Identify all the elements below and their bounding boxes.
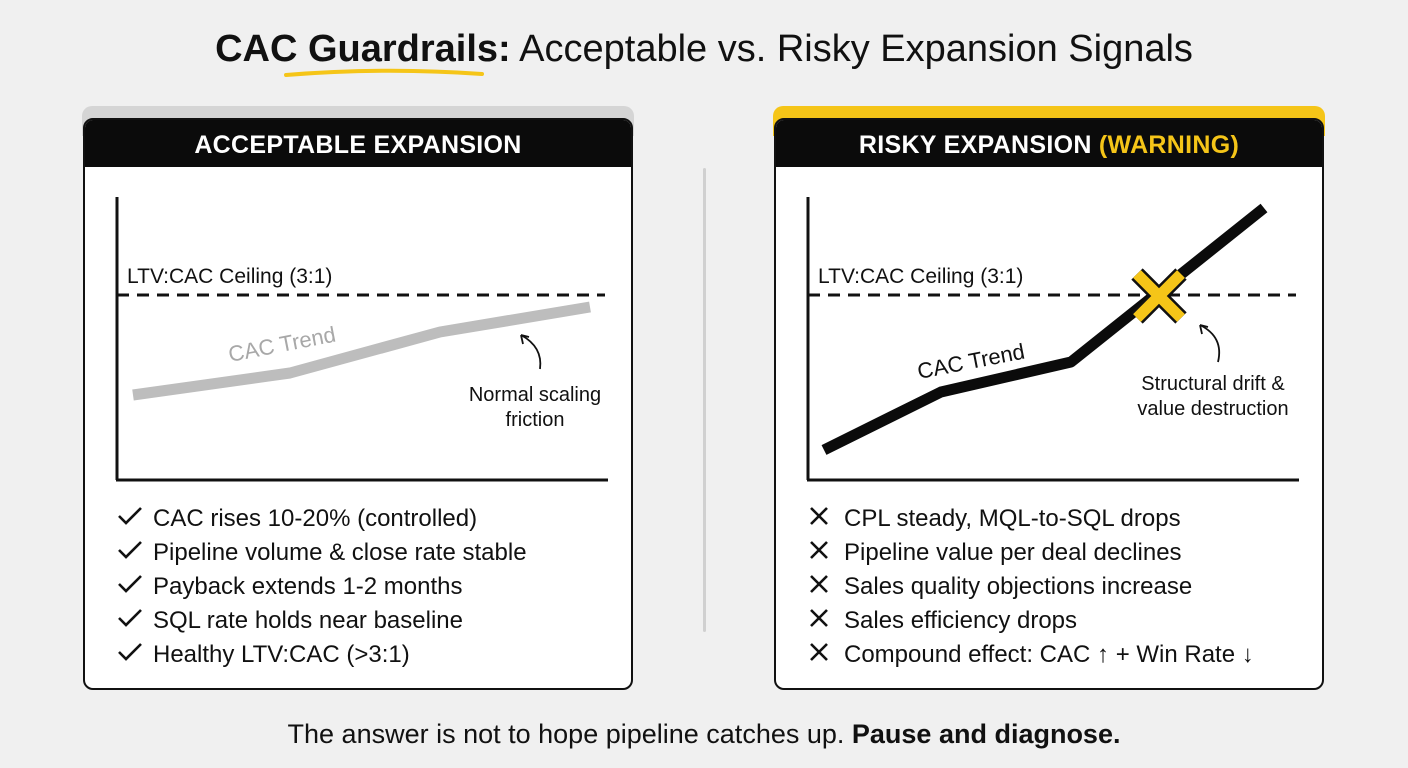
check-icon [117,638,153,672]
check-icon [117,536,153,570]
list-item: Sales quality objections increase [808,570,1254,604]
footer-emphasis: Pause and diagnose. [851,719,1121,749]
list-item-text: CPL steady, MQL-to-SQL drops [844,505,1181,532]
list-item-text: Sales quality objections increase [844,573,1193,600]
risky-expansion-panel: RISKY EXPANSION (WARNING) LTV:CAC Ceilin… [774,118,1324,690]
list-item: Compound effect: CAC ↑ + Win Rate ↓ [808,638,1254,672]
list-item-text: Pipeline volume & close rate stable [153,539,527,566]
footer-message: The answer is not to hope pipeline catch… [0,716,1408,752]
list-item-text: CAC rises 10-20% (controlled) [153,505,478,532]
list-item-text: Pipeline value per deal declines [844,539,1182,566]
list-item: Sales efficiency drops [808,604,1254,638]
page-title: CAC Guardrails: Acceptable vs. Risky Exp… [0,24,1408,74]
footer-text: The answer is not to hope pipeline catch… [287,719,852,749]
risky-chart: LTV:CAC Ceiling (3:1) CAC Trend Structur… [806,197,1299,482]
check-icon [117,570,153,604]
annotation-arrow [520,334,542,370]
list-item: Healthy LTV:CAC (>3:1) [117,638,527,672]
title-underline-swoosh [284,68,484,77]
check-icon [117,604,153,638]
ceiling-label: LTV:CAC Ceiling (3:1) [818,265,1023,288]
x-icon [808,604,844,638]
list-item-text: Payback extends 1-2 months [153,573,463,600]
cac-trend-line [132,301,591,401]
annotation-line-1: Normal scaling [469,384,601,406]
annotation-line-2: friction [506,409,565,431]
center-divider [703,168,706,632]
check-icon [117,502,153,536]
risky-signals-list: CPL steady, MQL-to-SQL drops Pipeline va… [808,502,1254,672]
title-rest: Acceptable vs. Risky Expansion Signals [510,28,1193,70]
list-item-text: SQL rate holds near baseline [153,607,463,634]
list-item: CAC rises 10-20% (controlled) [117,502,527,536]
annotation-line-2: value destruction [1137,398,1288,420]
risky-header-warning: (WARNING) [1098,131,1240,159]
list-item: CPL steady, MQL-to-SQL drops [808,502,1254,536]
list-item-text: Compound effect: CAC ↑ + Win Rate ↓ [844,641,1254,668]
acceptable-header: ACCEPTABLE EXPANSION [85,120,631,167]
x-icon [808,570,844,604]
list-item: Pipeline volume & close rate stable [117,536,527,570]
acceptable-chart: LTV:CAC Ceiling (3:1) CAC Trend Normal s… [115,197,608,482]
x-icon [808,536,844,570]
list-item: Pipeline value per deal declines [808,536,1254,570]
list-item: Payback extends 1-2 months [117,570,527,604]
title-emphasis: CAC Guardrails: [215,28,511,70]
list-item-text: Sales efficiency drops [844,607,1078,634]
risky-header: RISKY EXPANSION (WARNING) [776,120,1322,167]
annotation-arrow [1199,324,1221,363]
breach-x-icon [1131,268,1187,324]
annotation-line-1: Structural drift & [1141,373,1285,395]
x-icon [808,502,844,536]
risky-header-main: RISKY EXPANSION [858,131,1099,159]
list-item-text: Healthy LTV:CAC (>3:1) [153,641,410,668]
acceptable-signals-list: CAC rises 10-20% (controlled) Pipeline v… [117,502,527,672]
acceptable-expansion-panel: ACCEPTABLE EXPANSION LTV:CAC Ceiling (3:… [83,118,633,690]
ceiling-label: LTV:CAC Ceiling (3:1) [127,265,332,288]
x-icon [808,638,844,672]
list-item: SQL rate holds near baseline [117,604,527,638]
